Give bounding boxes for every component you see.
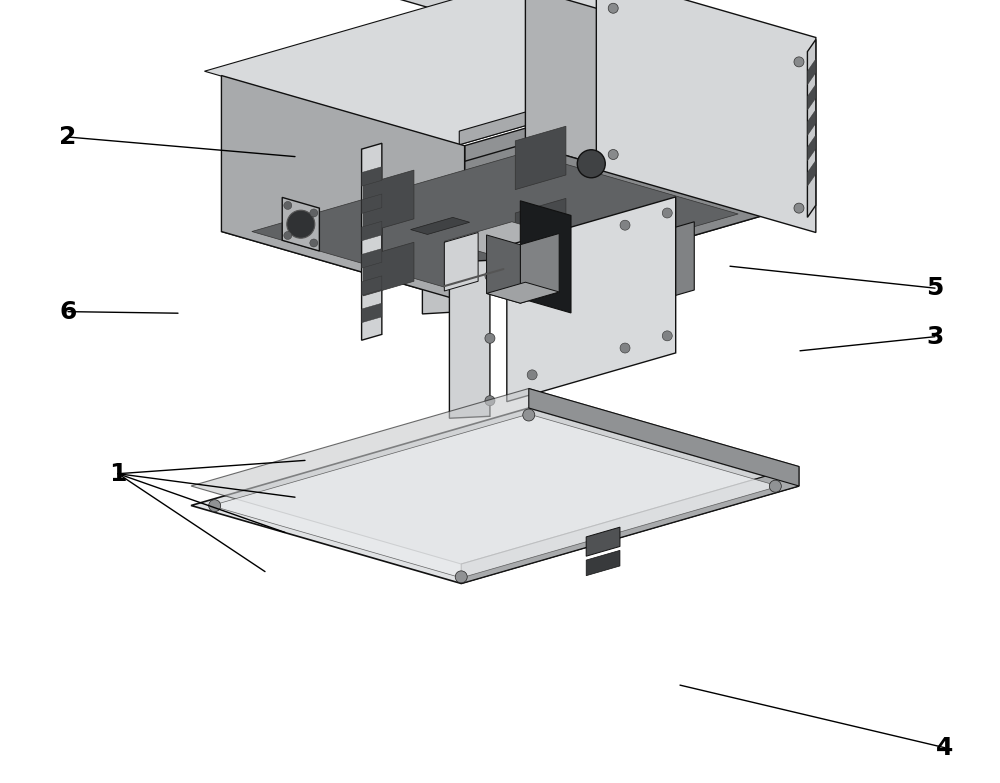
Polygon shape bbox=[252, 153, 738, 293]
Circle shape bbox=[620, 220, 630, 230]
Circle shape bbox=[287, 210, 315, 238]
Text: 1: 1 bbox=[109, 462, 127, 485]
Polygon shape bbox=[362, 248, 382, 268]
Polygon shape bbox=[487, 235, 520, 303]
Polygon shape bbox=[221, 144, 769, 301]
Polygon shape bbox=[807, 135, 816, 161]
Text: 4: 4 bbox=[936, 736, 954, 760]
Polygon shape bbox=[362, 143, 382, 341]
Circle shape bbox=[577, 150, 605, 178]
Polygon shape bbox=[179, 0, 811, 16]
Polygon shape bbox=[586, 550, 620, 576]
Polygon shape bbox=[444, 222, 554, 254]
Polygon shape bbox=[525, 0, 769, 214]
Text: 5: 5 bbox=[926, 276, 944, 300]
Circle shape bbox=[620, 343, 630, 353]
Polygon shape bbox=[596, 0, 816, 233]
Polygon shape bbox=[586, 527, 620, 556]
Polygon shape bbox=[807, 39, 816, 218]
Polygon shape bbox=[362, 194, 382, 214]
Polygon shape bbox=[507, 197, 676, 402]
Polygon shape bbox=[362, 276, 382, 295]
Polygon shape bbox=[362, 167, 382, 186]
Polygon shape bbox=[282, 197, 319, 251]
Circle shape bbox=[662, 331, 672, 341]
Circle shape bbox=[310, 239, 318, 247]
Polygon shape bbox=[204, 0, 786, 145]
Circle shape bbox=[284, 201, 292, 209]
Polygon shape bbox=[459, 37, 786, 145]
Polygon shape bbox=[610, 222, 694, 315]
Polygon shape bbox=[529, 388, 799, 486]
Polygon shape bbox=[221, 75, 465, 301]
Polygon shape bbox=[191, 388, 799, 564]
Circle shape bbox=[485, 395, 495, 406]
Circle shape bbox=[209, 500, 221, 512]
Circle shape bbox=[527, 247, 537, 257]
Polygon shape bbox=[362, 222, 382, 241]
Polygon shape bbox=[807, 59, 816, 85]
Polygon shape bbox=[444, 233, 478, 291]
Circle shape bbox=[523, 409, 535, 421]
Polygon shape bbox=[461, 467, 799, 583]
Polygon shape bbox=[363, 170, 414, 233]
Circle shape bbox=[794, 57, 804, 67]
Circle shape bbox=[310, 209, 318, 217]
Polygon shape bbox=[211, 414, 779, 578]
Circle shape bbox=[485, 271, 495, 281]
Text: 2: 2 bbox=[59, 125, 77, 149]
Polygon shape bbox=[411, 218, 470, 234]
Circle shape bbox=[527, 370, 537, 380]
Polygon shape bbox=[422, 146, 465, 314]
Circle shape bbox=[794, 203, 804, 213]
Polygon shape bbox=[807, 85, 816, 110]
Circle shape bbox=[769, 480, 781, 493]
Circle shape bbox=[608, 3, 618, 13]
Polygon shape bbox=[449, 260, 490, 418]
Circle shape bbox=[457, 0, 465, 7]
Polygon shape bbox=[465, 58, 769, 301]
Polygon shape bbox=[520, 200, 571, 313]
Polygon shape bbox=[456, 0, 811, 16]
Text: 3: 3 bbox=[926, 325, 944, 348]
Circle shape bbox=[662, 208, 672, 218]
Polygon shape bbox=[807, 161, 816, 186]
Polygon shape bbox=[515, 126, 566, 189]
Polygon shape bbox=[191, 408, 799, 583]
Text: 6: 6 bbox=[59, 300, 77, 323]
Polygon shape bbox=[515, 198, 566, 252]
Circle shape bbox=[485, 334, 495, 343]
Polygon shape bbox=[807, 110, 816, 135]
Circle shape bbox=[608, 150, 618, 160]
Polygon shape bbox=[487, 282, 559, 303]
Polygon shape bbox=[362, 303, 382, 323]
Circle shape bbox=[284, 232, 292, 240]
Polygon shape bbox=[363, 242, 414, 296]
Polygon shape bbox=[520, 233, 559, 303]
Circle shape bbox=[455, 571, 467, 583]
